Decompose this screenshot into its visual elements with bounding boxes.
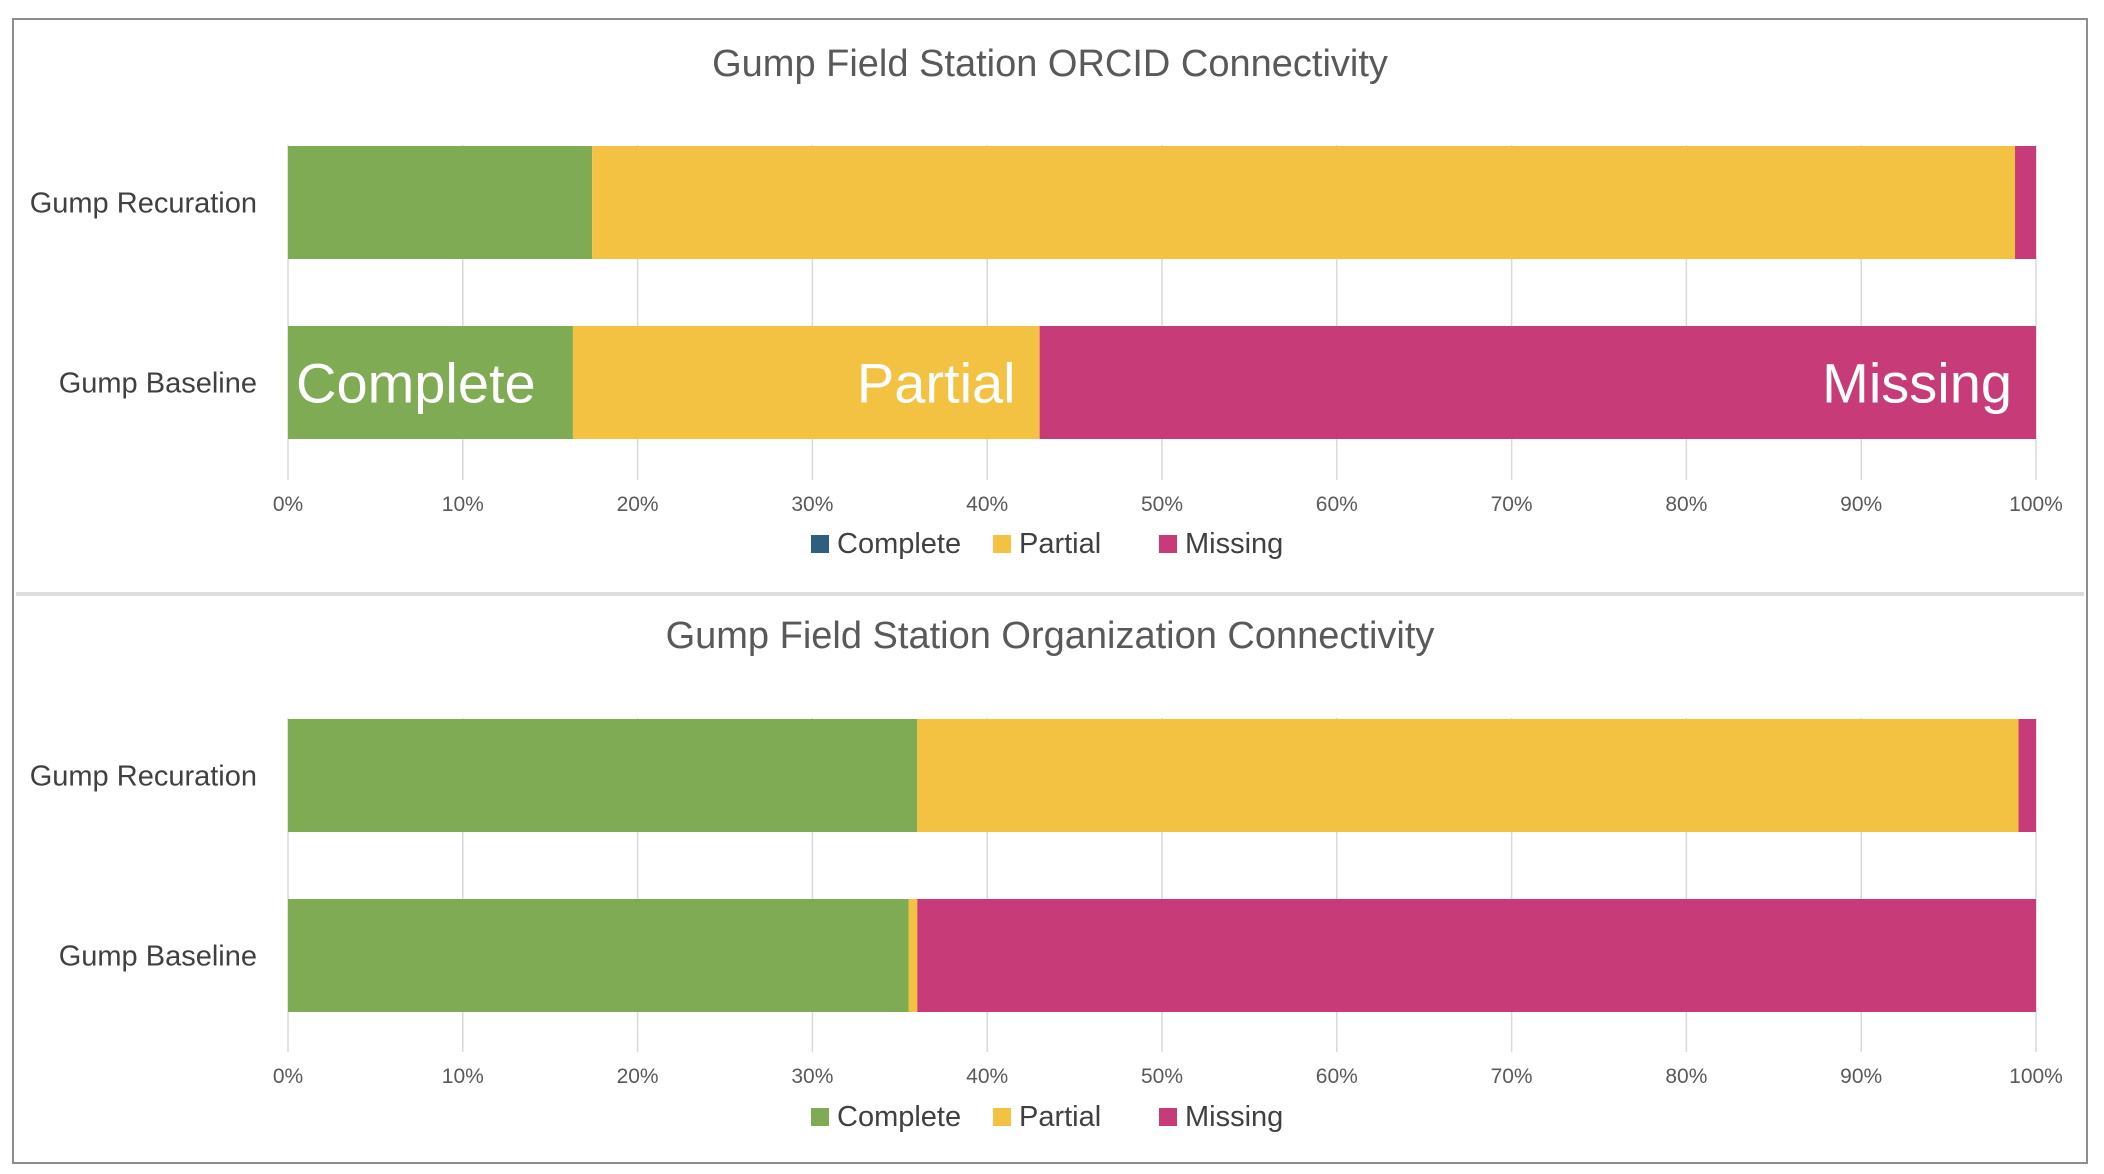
x-tick-label: 50%	[1141, 493, 1183, 516]
bar-partial-gump-recuration	[917, 719, 2019, 832]
bar-partial-gump-recuration	[592, 146, 2016, 259]
category-label: Gump Recuration	[30, 761, 257, 793]
chart-title: Gump Field Station Organization Connecti…	[666, 615, 1435, 657]
x-tick-label: 80%	[1665, 493, 1707, 516]
x-tick-label: 30%	[791, 1065, 833, 1088]
x-tick-label: 40%	[966, 493, 1008, 516]
x-tick-labels: 0% 10% 20% 30% 40% 50% 60% 70% 80% 90% 100%	[273, 1065, 2063, 1088]
x-tick-label: 70%	[1491, 1065, 1533, 1088]
x-tick-label: 100%	[2009, 1065, 2063, 1088]
category-labels: Gump Recuration Gump Baseline	[30, 188, 257, 400]
x-tick-label: 70%	[1491, 493, 1533, 516]
legend-swatch-missing	[1159, 1108, 1177, 1126]
x-tick-label: 20%	[617, 493, 659, 516]
x-tick-label: 60%	[1316, 1065, 1358, 1088]
x-tick-label: 50%	[1141, 1065, 1183, 1088]
x-tick-label: 10%	[442, 1065, 484, 1088]
legend: Complete Partial Missing	[811, 528, 1283, 560]
legend-label-missing: Missing	[1185, 528, 1283, 560]
bar-partial-gump-baseline	[908, 899, 918, 1012]
legend-label-missing: Missing	[1185, 1101, 1283, 1133]
bar-partial-gump-baseline	[572, 326, 1040, 439]
legend-label-partial: Partial	[1019, 1101, 1101, 1133]
x-tick-label: 40%	[966, 1065, 1008, 1088]
organization-connectivity-chart: Gump Field Station Organization Connecti…	[30, 615, 2063, 1133]
category-label: Gump Recuration	[30, 188, 257, 220]
category-labels: Gump Recuration Gump Baseline	[30, 761, 257, 973]
bars	[288, 719, 2036, 1012]
bar-complete-gump-baseline	[288, 326, 573, 439]
legend-label-partial: Partial	[1019, 528, 1101, 560]
legend-swatch-complete	[811, 535, 829, 553]
bar-missing-gump-recuration	[2015, 146, 2036, 259]
x-tick-labels: 0% 10% 20% 30% 40% 50% 60% 70% 80% 90% 100%	[273, 493, 2063, 516]
bar-complete-gump-recuration	[288, 146, 593, 259]
bars	[288, 146, 2036, 439]
bar-complete-gump-baseline	[288, 899, 909, 1012]
annotation-partial: Partial	[857, 352, 1016, 415]
annotation-missing: Missing	[1822, 352, 2012, 415]
legend-label-complete: Complete	[837, 528, 961, 560]
legend-swatch-partial	[993, 535, 1011, 553]
legend: Complete Partial Missing	[811, 1101, 1283, 1133]
x-tick-label: 60%	[1316, 493, 1358, 516]
x-tick-label: 100%	[2009, 493, 2063, 516]
bar-complete-gump-recuration	[288, 719, 918, 832]
x-tick-label: 20%	[617, 1065, 659, 1088]
legend-label-complete: Complete	[837, 1101, 961, 1133]
legend-swatch-partial	[993, 1108, 1011, 1126]
legend-swatch-missing	[1159, 535, 1177, 553]
panel-divider	[16, 592, 2084, 596]
annotation-complete: Complete	[296, 352, 536, 415]
bar-missing-gump-baseline	[1039, 326, 2036, 439]
orcid-connectivity-chart: Gump Field Station ORCID Connectivity Gu…	[30, 43, 2063, 560]
category-label: Gump Baseline	[59, 368, 257, 400]
bar-missing-gump-recuration	[2018, 719, 2036, 832]
segment-annotations: Complete Partial Missing	[296, 352, 2012, 415]
x-tick-label: 90%	[1840, 493, 1882, 516]
x-tick-label: 0%	[273, 493, 303, 516]
x-tick-label: 0%	[273, 1065, 303, 1088]
x-tick-label: 10%	[442, 493, 484, 516]
x-tick-label: 80%	[1665, 1065, 1707, 1088]
legend-swatch-complete	[811, 1108, 829, 1126]
x-tick-label: 90%	[1840, 1065, 1882, 1088]
bar-missing-gump-baseline	[917, 899, 2036, 1012]
chart-title: Gump Field Station ORCID Connectivity	[712, 43, 1388, 85]
x-tick-label: 30%	[791, 493, 833, 516]
category-label: Gump Baseline	[59, 941, 257, 973]
